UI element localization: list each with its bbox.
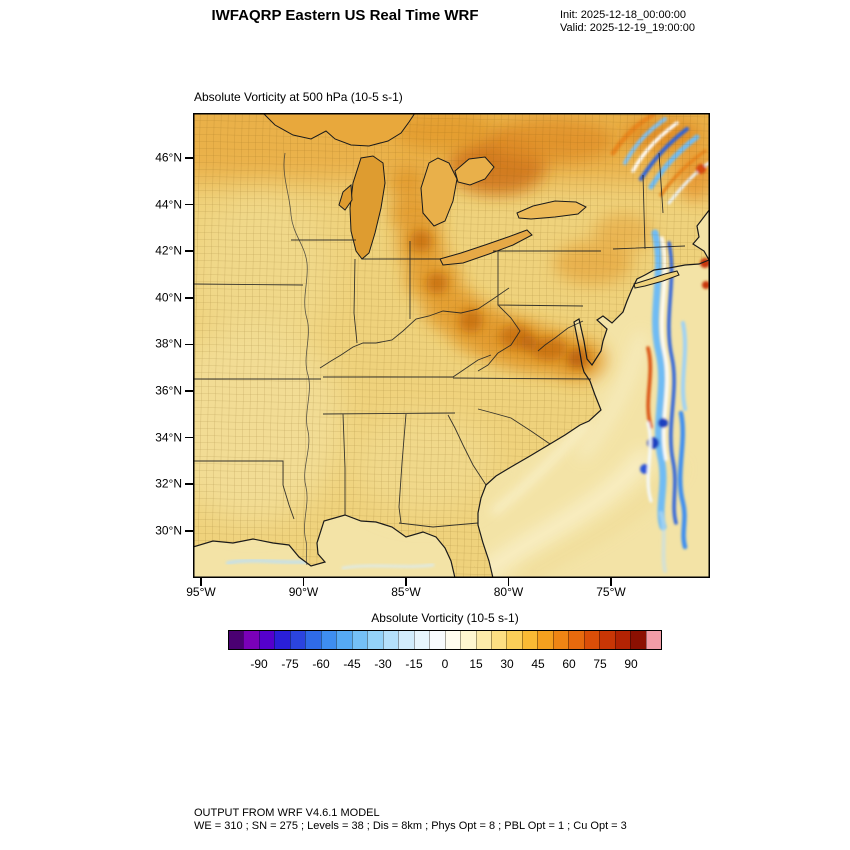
colorbar-tick-label: 60 (562, 657, 576, 671)
map-frame (193, 113, 710, 578)
colorbar-segment (289, 631, 306, 649)
great-lakes (262, 113, 587, 266)
lat-tick-label: 42°N (155, 243, 182, 258)
colorbar-segment (382, 631, 399, 649)
colorbar-segment (537, 631, 553, 649)
vorticity-map (193, 113, 710, 578)
page-title: IWFAQRP Eastern US Real Time WRF (211, 7, 479, 24)
colorbar-tick-label: 90 (624, 657, 638, 671)
colorbar-segment (568, 631, 584, 649)
colorbar-segment (429, 631, 445, 649)
colorbar-tick-label: 0 (441, 657, 449, 671)
colorbar-segment (320, 631, 337, 649)
run-times: Init: 2025-12-18_00:00:00 Valid: 2025-12… (560, 9, 695, 35)
colorbar-segment (274, 631, 290, 649)
lat-tick (185, 483, 193, 485)
colorbar-segment (367, 631, 383, 649)
colorbar-segment (630, 631, 646, 649)
lat-tick (185, 343, 193, 346)
lat-tick (185, 436, 193, 439)
lake-huron (420, 157, 458, 227)
valid-time: Valid: 2025-12-19_19:00:00 (560, 22, 695, 34)
colorbar-segment (614, 631, 631, 649)
lon-tick-label: 90°W (288, 585, 319, 599)
long-island (633, 270, 680, 289)
init-time: Init: 2025-12-18_00:00:00 (560, 9, 686, 21)
green-bay (338, 183, 353, 211)
colorbar-segment (336, 631, 352, 649)
lon-tick-label: 75°W (596, 585, 626, 599)
lon-tick (405, 578, 407, 586)
colorbar-tick-label: -60 (312, 657, 330, 671)
coastline (193, 113, 710, 578)
footer-line1: OUTPUT FROM WRF V4.6.1 MODEL (194, 807, 380, 819)
lat-tick (185, 250, 193, 252)
colorbar-tick-label: -90 (250, 657, 268, 671)
lat-tick (185, 530, 193, 532)
colorbar-segment (645, 631, 662, 649)
colorbar-tick-label: -75 (281, 657, 299, 671)
colorbar-segment (460, 631, 476, 649)
georgian-bay (454, 156, 495, 186)
colorbar-segment (398, 631, 414, 649)
lake-erie (439, 229, 533, 266)
lat-tick (185, 297, 193, 299)
colorbar-ticklabels: -90 -75 -60 -45 -30 -15 0 15 30 45 60 75 90 (228, 657, 662, 673)
colorbar-segment (506, 631, 522, 649)
colorbar-segment (444, 631, 461, 649)
lat-tick-label: 38°N (155, 336, 182, 351)
colorbar-tick-label: 45 (531, 657, 545, 671)
lat-tick-label: 36°N (155, 383, 182, 398)
colorbar-segment (475, 631, 491, 649)
colorbar-segment (413, 631, 430, 649)
colorbar-tick-label: -45 (343, 657, 361, 671)
colorbar-segment (258, 631, 275, 649)
lon-tick-label: 80°W (493, 585, 524, 599)
lat-tick (185, 203, 193, 206)
lon-tick (200, 578, 202, 586)
colorbar-tick-label: 15 (469, 657, 483, 671)
lat-tick-label: 30°N (155, 523, 182, 538)
lon-tick (507, 578, 510, 586)
mississippi-river (283, 152, 310, 566)
colorbar-segment (599, 631, 615, 649)
lon-tick (302, 578, 305, 586)
lat-tick-label: 34°N (155, 429, 182, 444)
colorbar-segment (229, 631, 244, 649)
colorbar-segments (228, 630, 662, 650)
lat-tick-label: 32°N (155, 476, 182, 491)
colorbar-tick-label: 30 (500, 657, 514, 671)
plot-title: Absolute Vorticity at 500 hPa (10-5 s-1) (194, 90, 403, 104)
colorbar-title: Absolute Vorticity (10-5 s-1) (371, 611, 519, 625)
footer-info: OUTPUT FROM WRF V4.6.1 MODEL WE = 310 ; … (194, 807, 627, 833)
lat-tick (185, 157, 193, 159)
lake-ontario (516, 200, 587, 220)
colorbar-tick-label: -30 (374, 657, 392, 671)
colorbar-segment (305, 631, 321, 649)
colorbar-segment (552, 631, 569, 649)
colorbar-tick-label: -15 (405, 657, 423, 671)
colorbar-segment (521, 631, 538, 649)
ocean-bands (226, 332, 683, 578)
lat-tick-label: 40°N (155, 290, 182, 305)
footer-line2: WE = 310 ; SN = 275 ; Levels = 38 ; Dis … (194, 820, 627, 832)
lat-tick (185, 390, 193, 392)
lat-tick-label: 46°N (155, 150, 182, 165)
colorbar-tick-label: 75 (593, 657, 607, 671)
colorbar-segment (583, 631, 600, 649)
lat-tick-label: 44°N (155, 196, 182, 211)
colorbar-segment (351, 631, 368, 649)
lake-michigan (349, 155, 386, 260)
lon-tick (610, 578, 612, 586)
lon-tick-label: 85°W (391, 585, 421, 599)
colorbar-segment (490, 631, 507, 649)
lon-tick-label: 95°W (186, 585, 216, 599)
lake-superior (262, 113, 416, 147)
state-borders (193, 152, 686, 528)
map-area (193, 113, 710, 578)
colorbar-segment (243, 631, 259, 649)
